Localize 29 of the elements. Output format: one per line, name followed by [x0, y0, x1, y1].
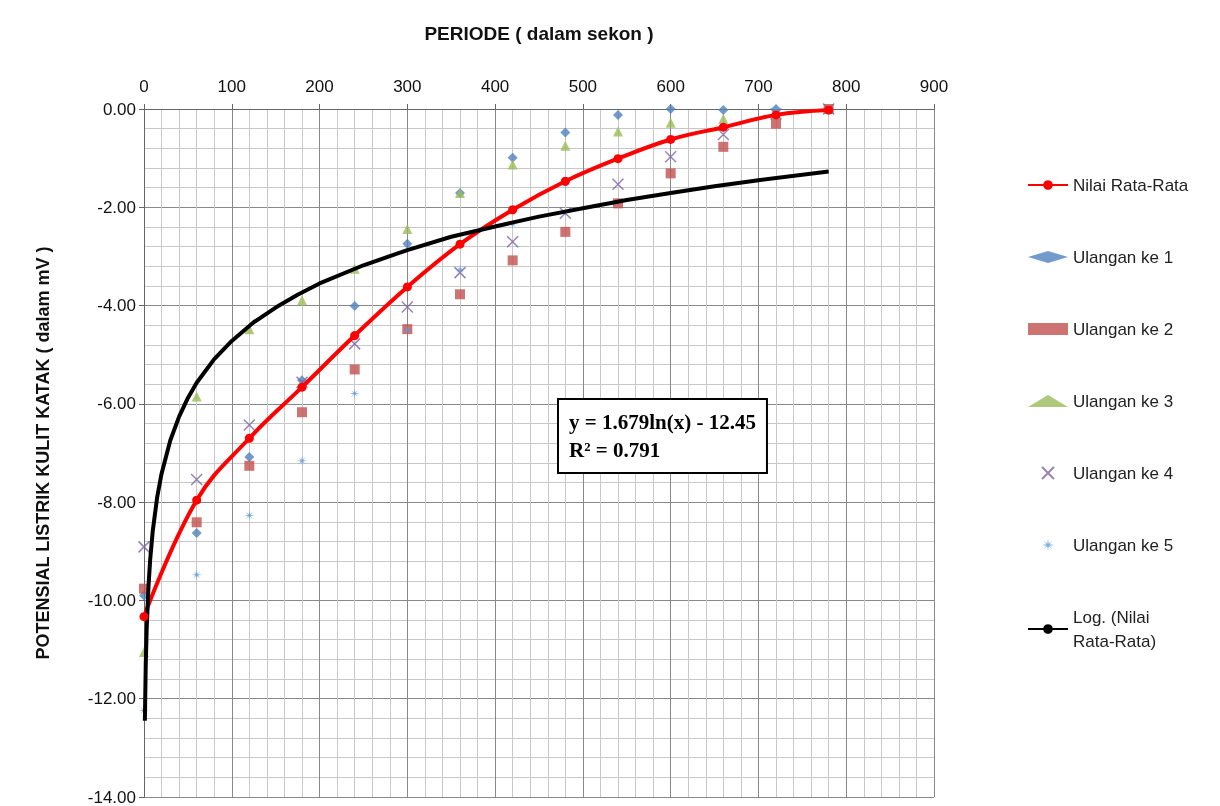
x-tick-label: 600 [656, 77, 685, 96]
annotation: R² = 0.791 [569, 438, 661, 462]
x-tick-label: 400 [480, 77, 510, 96]
x-tick-label: 100 [217, 77, 246, 96]
legend-label: Ulangan ke 1 [1073, 247, 1174, 267]
legend-label: Nilai Rata-Rata [1073, 175, 1189, 195]
y-tick-label: -6.00 [97, 394, 136, 414]
x-tick-label: 800 [832, 77, 861, 96]
x-axis-title: PERIODE ( dalam sekon ) [424, 23, 654, 44]
x-tick-label: 700 [744, 77, 773, 96]
legend-label: Ulangan ke 5 [1073, 535, 1174, 555]
x-tick-label: 500 [568, 77, 598, 96]
y-tick-label: 0.00 [102, 99, 136, 119]
legend-label: Ulangan ke 2 [1073, 319, 1174, 339]
x-tick-label: 0 [139, 77, 149, 96]
y-tick-label: -10.00 [87, 590, 136, 610]
y-tick-label: -2.00 [97, 197, 136, 217]
x-tick-label: 300 [393, 77, 422, 96]
annotation: y = 1.679ln(x) - 12.45 [569, 410, 756, 434]
x-tick-label: 200 [305, 77, 334, 96]
y-tick-label: -8.00 [97, 492, 136, 512]
x-tick-label: 900 [919, 77, 949, 96]
legend-label: Log. (Nilai Rata-Rata) [1073, 607, 1157, 651]
legend-label: Ulangan ke 3 [1073, 391, 1174, 411]
legend-label: Ulangan ke 4 [1073, 463, 1174, 483]
y-axis-title: POTENSIAL LISTRIK KULIT KATAK ( dalam mV ) [33, 246, 53, 660]
y-tick-label: -14.00 [87, 787, 136, 806]
y-tick-label: -4.00 [97, 296, 136, 316]
y-tick-label: -12.00 [87, 689, 136, 709]
